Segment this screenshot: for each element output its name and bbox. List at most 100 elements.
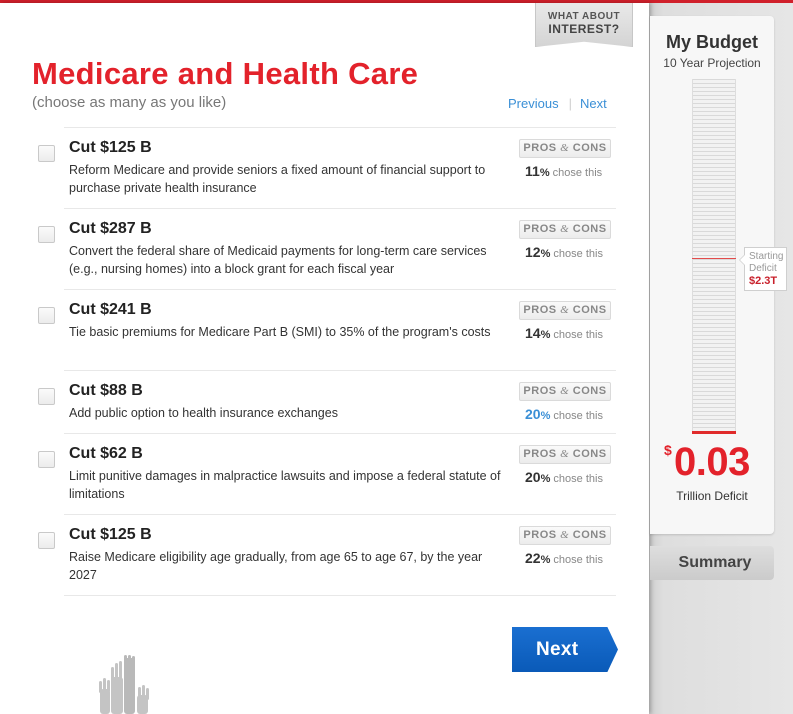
popularity-percent: 14	[525, 325, 541, 341]
chose-this-label: chose this	[550, 410, 603, 422]
raised-hands-icon	[99, 655, 149, 714]
option-row: Cut $241 B Tie basic premiums for Medicar…	[38, 289, 616, 370]
pros-label: PROS	[523, 529, 561, 541]
pros-cons-button[interactable]: PROS & CONS	[519, 382, 611, 401]
starting-deficit-callout: Starting Deficit $2.3T	[739, 247, 787, 291]
option-checkbox[interactable]	[38, 451, 55, 468]
option-row: Cut $62 B Limit punitive damages in malpr…	[38, 433, 616, 514]
option-row: Cut $125 B Reform Medicare and provide se…	[38, 127, 616, 208]
percent-sign: %	[540, 410, 551, 422]
list-divider	[64, 595, 616, 596]
option-row: Cut $88 B Add public option to health ins…	[38, 370, 616, 433]
pros-cons-button[interactable]: PROS & CONS	[519, 139, 611, 158]
currency-symbol: $	[664, 442, 672, 458]
popularity: 22% chose this	[525, 550, 603, 566]
budget-subtitle: 10 Year Projection	[663, 56, 761, 70]
chose-this-label: chose this	[550, 554, 603, 566]
popularity: 11% chose this	[525, 163, 602, 179]
option-amount: Cut $287 B	[69, 220, 152, 237]
ampersand: &	[560, 529, 570, 541]
option-description: Reform Medicare and provide seniors a fi…	[69, 163, 486, 195]
pros-cons-button[interactable]: PROS & CONS	[519, 445, 611, 464]
option-checkbox[interactable]	[38, 532, 55, 549]
cons-label: CONS	[569, 142, 607, 154]
popularity: 14% chose this	[525, 325, 603, 341]
starting-label-2: Deficit	[749, 263, 777, 274]
chose-this-label: chose this	[550, 473, 603, 485]
popularity-percent: 22	[525, 550, 541, 566]
chose-this-label: chose this	[550, 329, 603, 341]
percent-sign: %	[539, 167, 550, 179]
pros-label: PROS	[523, 385, 561, 397]
option-description: Convert the federal share of Medicaid pa…	[69, 244, 487, 276]
top-accent-bar	[0, 0, 793, 3]
cons-label: CONS	[569, 304, 607, 316]
option-description: Raise Medicare eligibility age gradually…	[69, 550, 483, 582]
summary-button[interactable]: Summary	[650, 546, 774, 580]
current-deficit-marker	[692, 431, 736, 434]
deficit-value: 0.03	[674, 440, 750, 484]
option-description: Limit punitive damages in malpractice la…	[69, 469, 501, 501]
deficit-meter	[692, 79, 736, 434]
what-about-interest-tab[interactable]: WHAT ABOUT INTEREST?	[535, 3, 633, 47]
starting-deficit-value: $2.3T	[749, 275, 778, 287]
popularity-percent: 20	[525, 469, 541, 485]
popularity: 20% chose this	[525, 469, 603, 485]
pros-label: PROS	[523, 448, 561, 460]
cons-label: CONS	[569, 448, 607, 460]
percent-sign: %	[540, 248, 551, 260]
interest-tab-line2: INTEREST?	[548, 22, 620, 36]
option-checkbox[interactable]	[38, 226, 55, 243]
option-list: Cut $125 B Reform Medicare and provide se…	[38, 127, 616, 596]
ampersand: &	[560, 304, 570, 316]
page-subtitle: (choose as many as you like)	[32, 94, 227, 111]
percent-sign: %	[540, 473, 551, 485]
option-checkbox[interactable]	[38, 145, 55, 162]
ampersand: &	[560, 223, 570, 235]
ampersand: &	[560, 448, 570, 460]
popularity-percent: 12	[525, 244, 541, 260]
option-row: Cut $125 B Raise Medicare eligibility age…	[38, 514, 616, 595]
ampersand: &	[560, 385, 570, 397]
pros-cons-button[interactable]: PROS & CONS	[519, 526, 611, 545]
my-budget-card: My Budget 10 Year Projection Starting De…	[650, 16, 787, 534]
starting-label-1: Starting	[749, 251, 784, 262]
pros-cons-button[interactable]: PROS & CONS	[519, 220, 611, 239]
option-amount: Cut $62 B	[69, 445, 143, 462]
popularity-percent: 11	[525, 163, 540, 179]
option-description: Add public option to health insurance ex…	[69, 406, 338, 420]
popularity: 20% chose this	[525, 406, 603, 422]
popularity: 12% chose this	[525, 244, 603, 260]
deficit-label: Trillion Deficit	[676, 489, 748, 503]
option-amount: Cut $241 B	[69, 301, 152, 318]
option-amount: Cut $125 B	[69, 526, 152, 543]
option-description: Tie basic premiums for Medicare Part B (…	[69, 325, 491, 339]
next-button[interactable]: Next	[512, 627, 618, 672]
option-amount: Cut $88 B	[69, 382, 143, 399]
option-checkbox[interactable]	[38, 388, 55, 405]
page-title: Medicare and Health Care	[32, 56, 419, 91]
option-checkbox[interactable]	[38, 307, 55, 324]
previous-link[interactable]: Previous	[508, 96, 559, 111]
pros-label: PROS	[523, 304, 561, 316]
cons-label: CONS	[569, 385, 607, 397]
popularity-percent: 20	[525, 406, 541, 422]
next-link[interactable]: Next	[579, 96, 607, 111]
pros-cons-button[interactable]: PROS & CONS	[519, 301, 611, 320]
option-amount: Cut $125 B	[69, 139, 152, 156]
ampersand: &	[560, 142, 570, 154]
nav-separator: |	[568, 96, 572, 111]
pros-label: PROS	[523, 223, 561, 235]
pros-label: PROS	[523, 142, 561, 154]
chose-this-label: chose this	[550, 248, 603, 260]
cons-label: CONS	[569, 223, 607, 235]
percent-sign: %	[540, 554, 551, 566]
chose-this-label: chose this	[549, 167, 603, 179]
pagination-links: Previous | Next	[508, 96, 607, 111]
interest-tab-line1: WHAT ABOUT	[547, 11, 621, 22]
percent-sign: %	[540, 329, 551, 341]
cons-label: CONS	[569, 529, 607, 541]
starting-deficit-marker	[692, 258, 736, 259]
option-row: Cut $287 B Convert the federal share of M…	[38, 208, 616, 289]
budget-title: My Budget	[666, 32, 758, 52]
